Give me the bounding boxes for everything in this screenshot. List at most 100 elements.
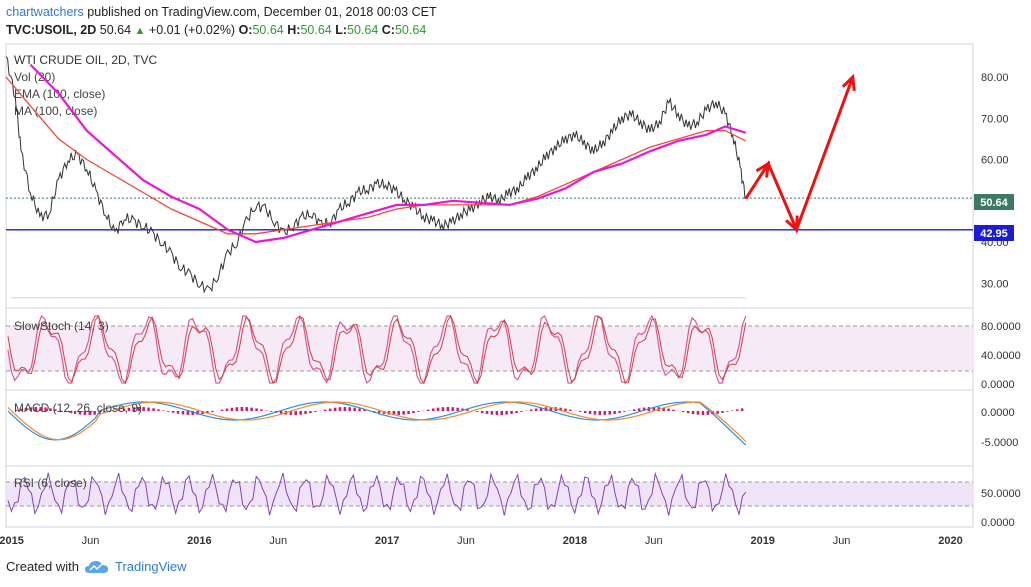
- up-triangle-icon: ▲: [134, 25, 146, 37]
- rsi-axis-0: 0.0000: [981, 517, 1015, 529]
- publish-line: chartwatchers published on TradingView.c…: [6, 3, 437, 21]
- macd-hist-bar-67: [338, 407, 342, 411]
- time-tick-label-7: Jun: [645, 535, 663, 547]
- low-label: L:: [335, 23, 348, 37]
- macd-axis-5: -5.0000: [981, 437, 1018, 449]
- macd-hist-bar-25: [132, 407, 136, 411]
- macd-hist-bar-37: [191, 411, 194, 415]
- macd-hist-bar-140: [696, 411, 700, 415]
- time-tick-label-2: 2016: [187, 535, 211, 547]
- macd-hist-bar-145: [721, 411, 724, 413]
- macd-hist-bar-38: [196, 411, 199, 415]
- macd-hist-bar-74: [373, 411, 376, 412]
- macd-hist-bar-55: [279, 411, 283, 414]
- macd-hist-bar-5: [34, 407, 37, 411]
- macd-hist-bar-146: [726, 411, 729, 412]
- macd-hist-bar-62: [314, 411, 317, 412]
- stoch-label[interactable]: SlowStoch (14, 3): [14, 319, 109, 333]
- legend-vol[interactable]: Vol (20): [14, 70, 55, 84]
- projection-arrowhead-2: [785, 215, 799, 233]
- time-tick-label-6: 2018: [563, 535, 587, 547]
- macd-hist-bar-35: [181, 411, 185, 415]
- rsi-label[interactable]: RSI (6, close): [14, 476, 87, 490]
- macd-hist-bar-15: [83, 411, 87, 415]
- ma-100-line: [29, 63, 747, 244]
- rsi-line: [7, 471, 747, 517]
- macd-hist-bar-7: [44, 407, 47, 411]
- macd-label[interactable]: MACD (12, 26, close, 9): [14, 401, 142, 415]
- ema-100-line: [5, 76, 747, 235]
- symbol-label[interactable]: TVC:USOIL, 2D: [6, 23, 97, 37]
- macd-hist-bar-46: [235, 407, 239, 411]
- macd-hist-bar-125: [623, 411, 626, 412]
- macd-hist-bar-147: [731, 410, 734, 411]
- price-line: [5, 56, 746, 294]
- time-tick-label-8: 2019: [750, 535, 774, 547]
- footer: Created with TradingView: [6, 559, 187, 574]
- legend-ma[interactable]: MA (100, close): [14, 104, 97, 118]
- macd-hist-bar-32: [167, 411, 170, 412]
- macd-hist-bar-13: [73, 411, 77, 414]
- macd-hist-bar-6: [39, 407, 42, 411]
- macd-hist-bar-61: [309, 411, 312, 414]
- macd-hist-bar-2: [19, 408, 23, 411]
- macd-hist-bar-23: [122, 408, 126, 411]
- rsi-axis-50: 50.0000: [981, 488, 1021, 500]
- macd-hist-bar-142: [706, 411, 710, 415]
- stoch-d-line: [7, 314, 747, 385]
- last-price-tag: [974, 194, 1014, 210]
- macd-hist-bar-81: [407, 411, 410, 414]
- macd-hist-bar-27: [142, 407, 145, 411]
- macd-hist-bar-12: [68, 411, 72, 413]
- macd-hist-bar-93: [466, 409, 469, 411]
- macd-hist-bar-33: [171, 411, 175, 413]
- price-tick-label-5: 30.00: [981, 278, 1009, 290]
- macd-hist-bar-60: [304, 411, 307, 414]
- macd-hist-bar-107: [534, 408, 538, 411]
- macd-hist-bar-34: [176, 411, 180, 414]
- macd-hist-bar-78: [392, 411, 396, 415]
- macd-hist-bar-39: [201, 411, 204, 414]
- author-link[interactable]: chartwatchers: [6, 5, 84, 19]
- macd-hist-bar-98: [490, 411, 494, 415]
- level-tag: [974, 225, 1014, 241]
- close-value: 50.64: [394, 23, 427, 37]
- macd-hist-bar-83: [417, 411, 420, 412]
- time-tick-label-5: Jun: [457, 535, 475, 547]
- price-tick-label-1: 70.00: [981, 113, 1009, 125]
- macd-hist-bar-70: [353, 407, 356, 411]
- macd-hist-bar-104: [520, 411, 523, 412]
- macd-hist-bar-47: [240, 407, 244, 411]
- chart-header: chartwatchers published on TradingView.c…: [6, 3, 437, 40]
- time-tick-label-3: Jun: [269, 535, 287, 547]
- macd-hist-bar-16: [88, 411, 91, 415]
- macd-hist-bar-14: [78, 411, 82, 415]
- macd-hist-bar-51: [260, 409, 263, 411]
- macd-hist-bar-28: [147, 407, 150, 411]
- macd-hist-bar-137: [682, 411, 685, 412]
- macd-hist-bar-91: [456, 407, 459, 411]
- macd-hist-bar-108: [539, 407, 543, 411]
- macd-hist-bar-99: [495, 411, 499, 415]
- price-tick-label-0: 80.00: [981, 72, 1009, 84]
- macd-hist-bar-88: [441, 407, 445, 411]
- projection-arrowhead-1: [755, 160, 771, 178]
- macd-hist-bar-75: [377, 411, 381, 413]
- macd-hist-bar-40: [206, 411, 209, 414]
- macd-hist-bar-58: [294, 411, 297, 415]
- macd-hist-bar-45: [230, 407, 234, 411]
- macd-hist-bar-134: [667, 408, 670, 411]
- macd-hist-bar-112: [559, 407, 562, 411]
- macd-hist-bar-29: [152, 408, 155, 411]
- macd-hist-bar-87: [436, 407, 440, 411]
- macd-hist-bar-31: [162, 410, 165, 411]
- macd-hist-bar-96: [480, 411, 484, 413]
- high-label: H:: [287, 23, 301, 37]
- macd-hist-bar-11: [64, 411, 67, 412]
- macd-hist-bar-100: [500, 411, 503, 415]
- macd-hist-bar-139: [691, 411, 695, 414]
- tradingview-link[interactable]: TradingView: [114, 559, 187, 574]
- time-axis: 2015 Jun 2016 Jun 2017 Jun 2018 Jun 2019 Jun 2020: [0, 535, 963, 547]
